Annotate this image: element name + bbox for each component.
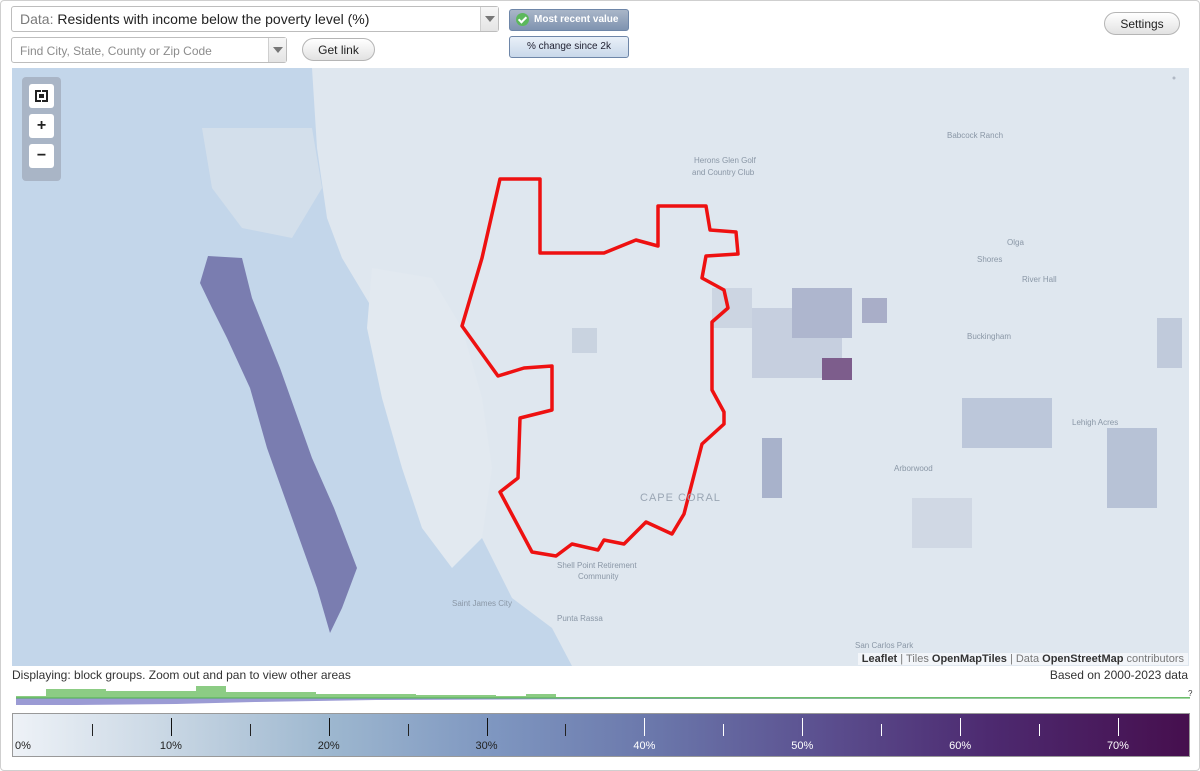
map-label-river-hall: River Hall xyxy=(1022,275,1057,284)
dataset-value: Residents with income below the poverty … xyxy=(57,11,370,27)
legend-tick-label: 40% xyxy=(633,740,656,752)
search-dropdown-button[interactable] xyxy=(268,38,286,62)
chevron-down-icon xyxy=(273,47,283,53)
legend-tick-label: 10% xyxy=(159,740,182,752)
map-label-buckingham: Buckingham xyxy=(967,332,1012,341)
legend-color-scale[interactable]: 0% 10% 20% 30% 40% 50% 60% 70% xyxy=(12,713,1190,757)
map-label-babcock-ranch: Babcock Ranch xyxy=(947,131,1004,140)
dataset-dropdown-button[interactable] xyxy=(480,7,498,31)
map-label-shell-point-2: Community xyxy=(578,572,619,581)
zoom-in-button[interactable]: + xyxy=(29,114,54,138)
map-svg xyxy=(12,68,1189,666)
histogram-unknown-marker: ? xyxy=(1188,689,1193,698)
map-label-punta-rassa: Punta Rassa xyxy=(557,614,603,623)
legend-tick xyxy=(1117,718,1119,736)
block-groups xyxy=(572,288,1182,548)
fullscreen-icon xyxy=(35,90,48,102)
map-label-herons-glen: Herons Glen Golf xyxy=(694,156,756,165)
fullscreen-button[interactable] xyxy=(29,84,54,108)
settings-button[interactable]: Settings xyxy=(1104,12,1180,35)
map-label-shores: Shores xyxy=(977,255,1003,264)
legend-minor-tick xyxy=(91,724,93,736)
attribution-contributors: contributors xyxy=(1126,653,1184,665)
location-search-input[interactable] xyxy=(18,41,262,61)
map-label-country-club: and Country Club xyxy=(692,168,755,177)
location-search[interactable] xyxy=(11,37,287,63)
map-attribution: Leaflet | Tiles OpenMapTiles | Data Open… xyxy=(857,653,1188,665)
legend-tick xyxy=(328,718,330,736)
openstreetmap-link[interactable]: OpenStreetMap xyxy=(1042,653,1124,665)
legend-minor-tick xyxy=(249,724,251,736)
legend-tick xyxy=(170,718,172,736)
most-recent-value-button[interactable]: Most recent value xyxy=(509,9,629,31)
legend-tick-label: 60% xyxy=(949,740,972,752)
attribution-sep-1: | Tiles xyxy=(900,653,929,665)
north-shore-area xyxy=(202,128,322,238)
display-status: Displaying: block groups. Zoom out and p… xyxy=(12,668,351,682)
legend-gradient xyxy=(13,714,1189,756)
map-canvas[interactable]: Babcock Ranch Herons Glen Golf and Count… xyxy=(12,68,1189,666)
map-label-san-carlos-park: San Carlos Park xyxy=(855,641,914,650)
legend-minor-tick xyxy=(723,724,725,736)
dataset-label: Data: xyxy=(20,11,54,27)
zoom-out-button[interactable]: − xyxy=(29,144,54,168)
legend-minor-tick xyxy=(407,724,409,736)
distribution-histogram xyxy=(16,686,1190,705)
barrier-island xyxy=(200,256,357,633)
legend-tick-label: 30% xyxy=(475,740,498,752)
data-range-note: Based on 2000-2023 data xyxy=(1049,668,1188,682)
check-icon xyxy=(516,13,529,26)
map-label-lehigh-acres: Lehigh Acres xyxy=(1072,418,1119,427)
legend-tick-label: 20% xyxy=(317,740,340,752)
leaflet-link[interactable]: Leaflet xyxy=(861,653,898,665)
legend-tick xyxy=(960,718,962,736)
most-recent-value-label: Most recent value xyxy=(534,14,619,25)
legend-minor-tick xyxy=(881,724,883,736)
attribution-sep-2: | Data xyxy=(1009,653,1040,665)
legend-tick-label: 70% xyxy=(1106,740,1129,752)
percent-change-button[interactable]: % change since 2k xyxy=(509,36,629,58)
zoom-control: + − xyxy=(22,77,61,181)
legend-tick-label: 50% xyxy=(791,740,814,752)
chevron-down-icon xyxy=(485,16,495,22)
map-label-shell-point-1: Shell Point Retirement xyxy=(557,561,637,570)
legend-tick xyxy=(486,718,488,736)
get-link-button[interactable]: Get link xyxy=(302,38,375,61)
legend-tick-label: 0% xyxy=(15,740,31,752)
cape-coral-boundary xyxy=(460,177,740,558)
map-label-cape-coral: CAPE CORAL xyxy=(640,492,721,504)
legend-minor-tick xyxy=(565,724,567,736)
legend-tick xyxy=(644,718,646,736)
dataset-select[interactable]: Data: Residents with income below the po… xyxy=(11,6,499,32)
pine-island-area xyxy=(367,268,492,568)
map-label-arborwood: Arborwood xyxy=(894,464,933,473)
map-label-saint-james-city: Saint James City xyxy=(452,599,513,608)
openmaptiles-link[interactable]: OpenMapTiles xyxy=(931,653,1007,665)
dataset-select-text: Data: Residents with income below the po… xyxy=(20,11,369,27)
legend-minor-tick xyxy=(1039,724,1041,736)
map-label-olga: Olga xyxy=(1007,238,1024,247)
legend-tick xyxy=(802,718,804,736)
